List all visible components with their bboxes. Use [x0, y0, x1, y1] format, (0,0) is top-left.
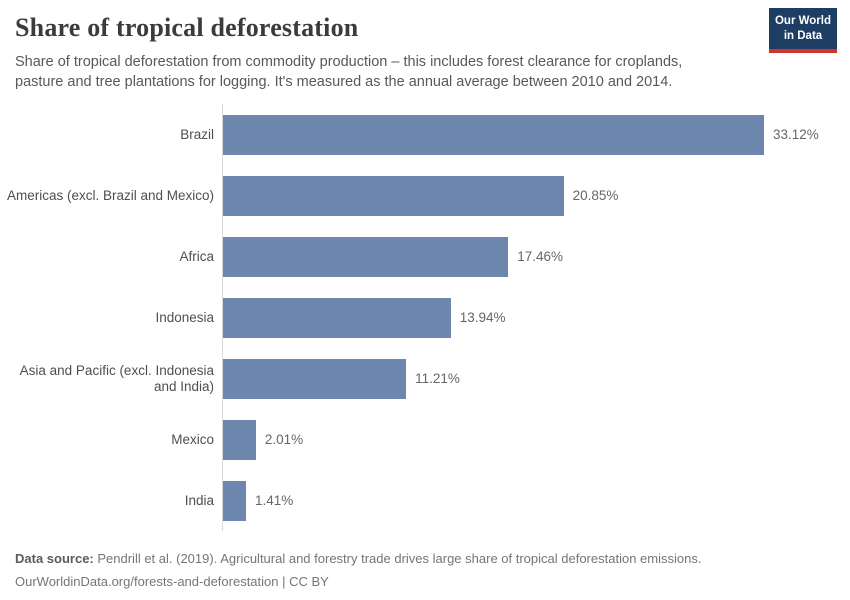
chart-header: Share of tropical deforestation Share of… [0, 0, 850, 92]
value-label: 20.85% [572, 188, 619, 204]
value-label: 1.41% [255, 493, 294, 509]
chart-row: Asia and Pacific (excl. Indonesia and In… [0, 348, 850, 410]
plot-area: 1.41% [222, 470, 850, 532]
category-label: Americas (excl. Brazil and Mexico) [6, 187, 214, 203]
bar[interactable] [223, 419, 256, 460]
chart-row: Africa 17.46% [0, 226, 850, 288]
bar[interactable] [223, 480, 247, 521]
bar[interactable] [223, 236, 509, 277]
bar[interactable] [223, 175, 564, 216]
bar[interactable] [223, 114, 764, 155]
category-label: Brazil [180, 126, 214, 142]
owid-logo[interactable]: Our World in Data [769, 8, 837, 53]
chart-row: India 1.41% [0, 470, 850, 532]
plot-area: 11.21% [222, 348, 850, 410]
owid-logo-line2: in Data [783, 29, 823, 42]
bar[interactable] [223, 358, 407, 399]
value-label: 17.46% [517, 249, 563, 265]
data-source-label: Data source: [15, 551, 94, 567]
category-label: Indonesia [155, 309, 214, 325]
category-label: Africa [179, 248, 214, 264]
plot-area: 20.85% [222, 165, 850, 227]
value-label: 2.01% [264, 432, 304, 448]
owid-url-license[interactable]: OurWorldinData.org/forests-and-deforesta… [15, 573, 329, 589]
category-label: India [184, 492, 214, 508]
plot-area: 2.01% [222, 409, 850, 471]
chart-subtitle: Share of tropical deforestation from com… [15, 53, 683, 91]
plot-area: 17.46% [222, 226, 850, 288]
bar[interactable] [223, 297, 451, 338]
chart-row: Brazil 33.12% [0, 104, 850, 166]
plot-area: 33.12% [222, 104, 850, 166]
chart-footer: Data source: Pendrill et al. (2019). Agr… [15, 548, 835, 592]
owid-logo-line1: Our World [774, 15, 831, 27]
category-label: Mexico [171, 431, 214, 447]
category-label: Asia and Pacific (excl. Indonesia and In… [19, 362, 214, 394]
plot-area: 13.94% [222, 287, 850, 349]
value-label: 11.21% [415, 371, 460, 387]
chart-row: Americas (excl. Brazil and Mexico) 20.85% [0, 165, 850, 227]
page-title: Share of tropical deforestation [15, 13, 359, 42]
chart-row: Mexico 2.01% [0, 409, 850, 471]
chart-row: Indonesia 13.94% [0, 287, 850, 349]
bar-chart: Brazil 33.12% Americas (excl. Brazil and M… [0, 104, 850, 532]
value-label: 33.12% [773, 127, 819, 143]
value-label: 13.94% [459, 310, 506, 326]
data-source-line: Data source: Pendrill et al. (2019). Agr… [15, 548, 835, 570]
data-source-text: Pendrill et al. (2019). Agricultural and… [93, 551, 702, 567]
